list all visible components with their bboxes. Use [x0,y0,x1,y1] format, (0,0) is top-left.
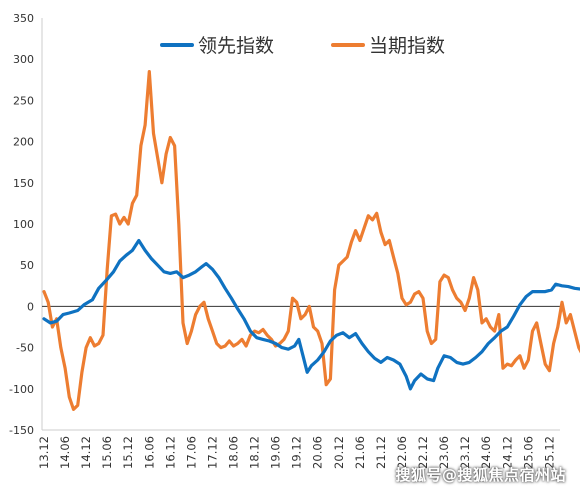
x-tick-label: 21.06 [353,436,367,469]
x-tick-label: 14.12 [79,436,93,469]
watermark-text: 搜狐号@搜狐焦点宿州站 [395,466,566,484]
y-tick-label: 100 [13,218,34,231]
y-tick-label: 350 [13,12,34,25]
y-tick-label: 150 [13,177,34,190]
series-line-1 [42,238,580,391]
x-tick-label: 20.12 [332,436,346,469]
x-tick-label: 18.06 [227,436,241,469]
x-tick-label: 15.12 [121,436,135,469]
y-tick-label: 300 [13,53,34,66]
x-tick-label: 23.12 [458,436,472,469]
x-tick-label: 22.06 [395,436,409,469]
legend-label: 领先指数 [198,35,274,57]
x-tick-label: 17.06 [184,436,198,469]
series-line-2 [42,70,580,411]
x-tick-label: 18.12 [248,436,262,469]
y-tick-label: 50 [20,259,34,272]
x-tick-label: 16.12 [163,436,177,469]
y-tick-label: -50 [16,342,34,355]
x-tick-label: 24.12 [500,436,514,469]
legend: 领先指数 当期指数 [160,35,445,57]
x-tick-label: 19.12 [290,436,304,469]
y-tick-label: 250 [13,94,34,107]
y-tick-label: -100 [9,383,34,396]
x-tick-label: 23.06 [437,436,451,469]
series-layer [42,70,580,411]
y-axis-ticks: 350 300 250 200 150 100 50 0 -50 -100 -150 [9,12,34,437]
x-tick-label: 22.12 [416,436,430,469]
x-tick-label: 16.06 [142,436,156,469]
y-tick-label: -150 [9,424,34,437]
x-tick-label: 25.06 [521,436,535,469]
x-tick-label: 15.06 [100,436,114,469]
x-tick-label: 20.06 [311,436,325,469]
x-tick-label: 24.06 [479,436,493,469]
x-tick-label: 25.12 [542,436,556,469]
x-tick-label: 14.06 [58,436,72,469]
y-tick-label: 200 [13,136,34,149]
y-tick-label: 0 [27,300,34,313]
x-tick-label: 17.12 [205,436,219,469]
x-tick-label: 13.12 [37,436,51,469]
x-axis-ticks: 13.12 14.06 14.12 15.06 15.12 16.06 16.12 17.06… [37,436,556,469]
legend-label: 当期指数 [369,35,445,57]
x-tick-label: 21.12 [374,436,388,469]
x-tick-label: 19.06 [269,436,283,469]
